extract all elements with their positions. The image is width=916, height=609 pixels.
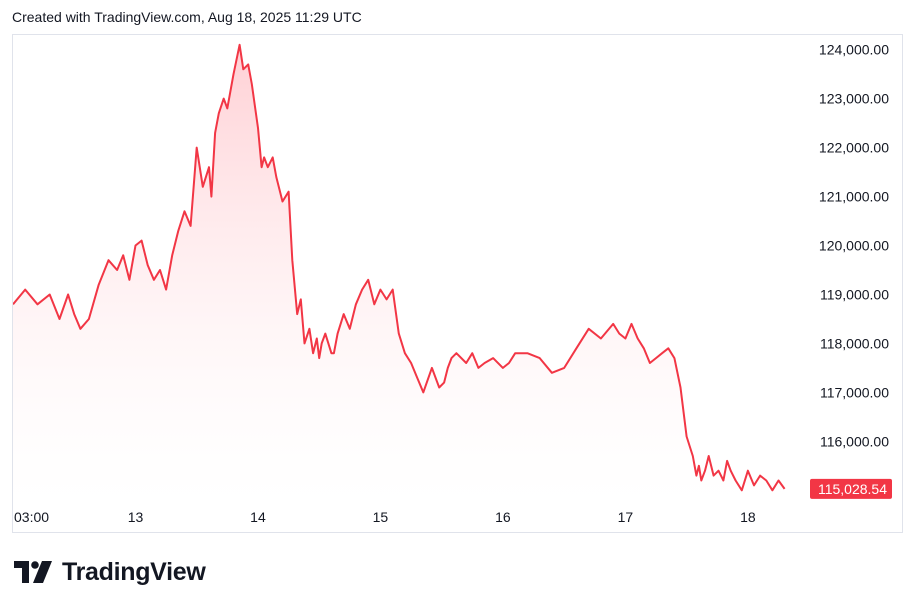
y-tick-label: 120,000.00 [819,238,889,254]
price-chart[interactable]: 124,000.00 123,000.00 122,000.00 121,000.00… [13,35,904,534]
tradingview-logo-icon [14,561,52,583]
x-tick-label: 14 [250,509,266,525]
y-tick-label: 119,000.00 [820,286,889,302]
x-tick-label: 17 [618,509,634,525]
chart-frame: 124,000.00 123,000.00 122,000.00 121,000.00… [12,34,903,533]
chart-caption: Created with TradingView.com, Aug 18, 20… [12,9,362,25]
y-tick-label: 116,000.00 [820,433,889,449]
y-tick-label: 123,000.00 [819,91,889,107]
y-tick-label: 124,000.00 [819,42,889,58]
last-price-label: 115,028.54 [818,481,887,497]
tradingview-logo[interactable]: TradingView [14,557,206,587]
last-price-marker: 115,028.54 [810,478,892,499]
x-tick-label: 03:00 [14,509,49,525]
y-tick-label: 121,000.00 [819,189,889,205]
x-tick-label: 18 [740,509,756,525]
y-tick-label: 122,000.00 [819,140,889,156]
x-tick-label: 16 [495,509,511,525]
y-tick-label: 118,000.00 [820,335,889,351]
x-axis: 03:00 13 14 15 16 17 18 [14,509,756,525]
last-price-badge [810,478,892,499]
y-tick-label: 117,000.00 [820,384,889,400]
x-tick-label: 13 [128,509,144,525]
price-area [13,44,785,506]
y-axis: 124,000.00 123,000.00 122,000.00 121,000.00… [819,42,889,450]
tradingview-logo-text: TradingView [62,557,206,586]
price-line [13,43,786,492]
x-tick-label: 15 [373,509,389,525]
